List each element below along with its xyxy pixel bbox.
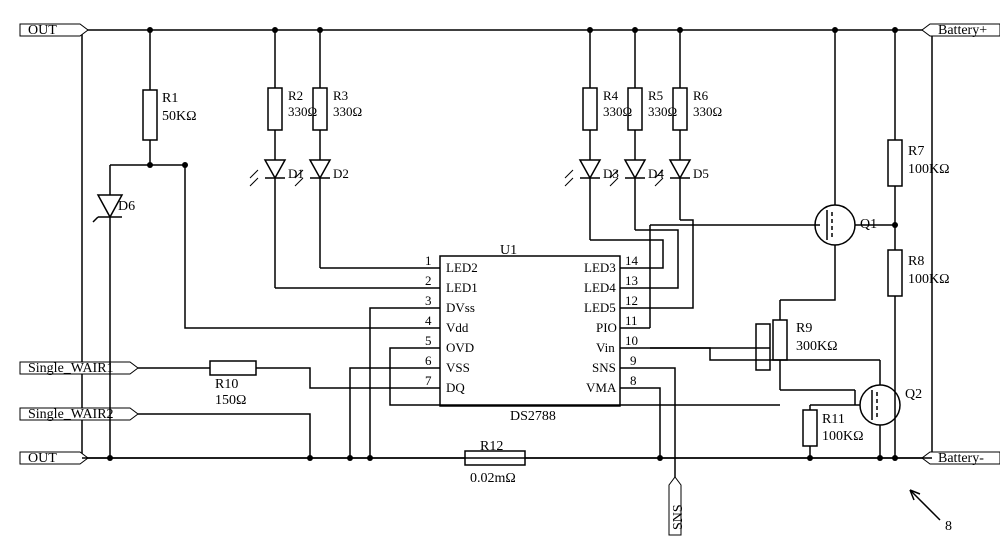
svg-text:330Ω: 330Ω [693,104,722,119]
svg-text:R2: R2 [288,88,303,103]
svg-text:LED2: LED2 [446,260,478,275]
svg-text:4: 4 [425,313,432,328]
svg-text:150Ω: 150Ω [215,393,246,408]
svg-text:R11: R11 [822,412,845,427]
svg-text:R5: R5 [648,88,663,103]
svg-text:U1: U1 [500,243,517,258]
svg-text:Single_WAIR2: Single_WAIR2 [28,407,114,422]
svg-text:0.02mΩ: 0.02mΩ [470,471,516,486]
svg-text:PIO: PIO [596,320,617,335]
svg-text:9: 9 [630,353,637,368]
svg-text:D3: D3 [603,166,619,181]
svg-text:R7: R7 [908,144,924,159]
svg-text:OVD: OVD [446,340,474,355]
svg-text:3: 3 [425,293,432,308]
svg-text:10: 10 [625,333,638,348]
svg-text:D2: D2 [333,166,349,181]
r1: R1 50KΩ [143,30,197,165]
port-sns: SNS [669,477,686,535]
svg-text:Single_WAIR1: Single_WAIR1 [28,361,114,376]
ic-u1: U1 DS2788 1 LED2 2 LED1 3 DVss 4 Vdd 5 O… [410,243,650,424]
svg-text:100KΩ: 100KΩ [822,429,864,444]
svg-text:VMA: VMA [586,380,617,395]
svg-text:11: 11 [625,313,638,328]
r11: R11 100KΩ [803,405,864,461]
svg-text:13: 13 [625,273,638,288]
svg-text:R9: R9 [796,321,812,336]
svg-text:14: 14 [625,253,639,268]
svg-text:SNS: SNS [592,360,616,375]
svg-text:OUT: OUT [28,23,57,38]
ic-pins-left: 1 LED2 2 LED1 3 DVss 4 Vdd 5 OVD 6 VSS 7… [410,253,478,395]
port-battery-pos: Battery+ [922,23,1000,38]
svg-text:7: 7 [425,373,432,388]
svg-text:LED4: LED4 [584,280,616,295]
svg-text:R12: R12 [480,439,503,454]
svg-text:R3: R3 [333,88,348,103]
svg-text:DQ: DQ [446,380,465,395]
svg-text:R8: R8 [908,254,924,269]
svg-text:100KΩ: 100KΩ [908,162,950,177]
svg-text:8: 8 [630,373,637,388]
svg-text:R10: R10 [215,377,238,392]
port-out-top: OUT [20,23,88,38]
svg-text:8: 8 [945,519,952,534]
port-battery-neg: Battery- [922,451,1000,466]
svg-text:2: 2 [425,273,432,288]
svg-text:R6: R6 [693,88,709,103]
svg-text:1: 1 [425,253,432,268]
svg-text:DVss: DVss [446,300,475,315]
svg-text:R1: R1 [162,91,178,106]
r9: R9 300KΩ [773,255,855,390]
schematic-canvas: OUT Battery+ OUT Battery- Single_WAIR1 S… [10,10,1000,541]
port-single-wair2: Single_WAIR2 [20,407,138,422]
svg-text:5: 5 [425,333,432,348]
svg-text:100KΩ: 100KΩ [908,272,950,287]
svg-text:D5: D5 [693,166,709,181]
svg-text:300KΩ: 300KΩ [796,339,838,354]
svg-text:Vdd: Vdd [446,320,469,335]
svg-text:D6: D6 [118,199,135,214]
svg-text:LED5: LED5 [584,300,616,315]
svg-text:Battery+: Battery+ [938,23,987,38]
ic-pins-right: 14 LED3 13 LED4 12 LED5 11 PIO 10 Vin 9 … [584,253,650,395]
svg-text:330Ω: 330Ω [333,104,362,119]
svg-text:Battery-: Battery- [938,451,984,466]
svg-text:6: 6 [425,353,432,368]
svg-text:Q2: Q2 [905,387,922,402]
svg-text:D1: D1 [288,166,304,181]
port-out-bot: OUT [20,451,88,466]
svg-text:50KΩ: 50KΩ [162,109,197,124]
svg-text:DS2788: DS2788 [510,409,556,424]
svg-text:Vin: Vin [596,340,615,355]
port-single-wair1: Single_WAIR1 [20,361,138,376]
svg-text:VSS: VSS [446,360,470,375]
svg-text:LED3: LED3 [584,260,616,275]
svg-text:SNS: SNS [671,504,686,530]
svg-text:12: 12 [625,293,638,308]
svg-text:R4: R4 [603,88,619,103]
svg-text:OUT: OUT [28,451,57,466]
marker-8: 8 [910,490,952,534]
led-columns: R2 330Ω D1 R3 330Ω D2 R4 330Ω D3 [250,27,722,308]
svg-text:LED1: LED1 [446,280,478,295]
